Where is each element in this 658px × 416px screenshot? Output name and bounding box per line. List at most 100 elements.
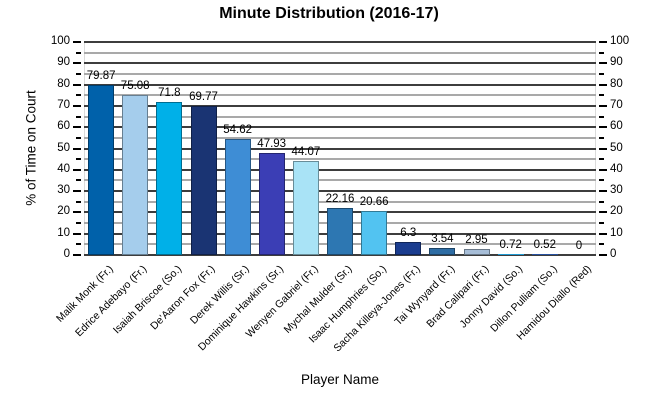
y-tick-right <box>599 222 604 225</box>
y-tick-label-right: 30 <box>610 184 623 197</box>
minor-gridline <box>84 51 596 54</box>
minor-gridline <box>84 136 596 139</box>
minor-gridline <box>84 94 596 97</box>
y-tick-right <box>599 200 604 203</box>
y-tick-left <box>73 126 81 129</box>
major-gridline <box>84 190 596 193</box>
major-gridline <box>84 147 596 150</box>
y-tick-right <box>599 41 607 43</box>
y-tick-right <box>599 62 607 65</box>
y-tick-left <box>73 232 81 235</box>
bar <box>190 106 217 255</box>
y-tick-label-left: 30 <box>57 184 70 197</box>
y-tick-left <box>76 115 81 118</box>
y-tick-left <box>76 158 81 161</box>
bar-value-label: 44.07 <box>291 146 321 159</box>
y-tick-right <box>599 254 607 256</box>
bar <box>497 253 524 255</box>
major-gridline <box>84 126 596 129</box>
y-tick-left <box>76 51 81 54</box>
bar-value-label: 0 <box>575 240 583 252</box>
y-tick-label-left: 0 <box>63 248 70 260</box>
y-tick-left <box>76 179 81 182</box>
major-gridline <box>84 62 596 65</box>
major-gridline <box>84 254 596 256</box>
y-tick-left <box>76 243 81 246</box>
y-tick-label-left: 50 <box>57 141 70 154</box>
y-tick-left <box>73 211 81 214</box>
major-gridline <box>84 104 596 107</box>
bar <box>292 161 319 255</box>
y-tick-right <box>599 94 604 97</box>
bar <box>258 152 285 255</box>
x-tick-label: Malik Monk (Fr.) <box>53 263 116 325</box>
minor-gridline <box>84 200 596 203</box>
y-tick-right <box>599 243 604 246</box>
bar-value-label: 69.77 <box>189 91 218 104</box>
y-tick-left <box>73 254 81 256</box>
bar <box>88 84 115 255</box>
y-tick-left <box>73 83 81 86</box>
y-tick-label-right: 100 <box>610 35 630 47</box>
minor-gridline <box>84 72 596 75</box>
bar <box>361 211 388 255</box>
y-tick-label-right: 10 <box>610 226 623 239</box>
y-tick-label-left: 10 <box>57 226 70 239</box>
bar-value-label: 75.08 <box>120 80 150 93</box>
y-tick-label-right: 60 <box>610 120 623 133</box>
y-tick-left <box>73 147 81 150</box>
minor-gridline <box>84 179 596 182</box>
y-tick-left <box>76 222 81 225</box>
major-gridline <box>84 168 596 171</box>
y-tick-left <box>76 136 81 139</box>
y-tick-right <box>599 190 607 193</box>
y-tick-label-left: 20 <box>57 205 70 218</box>
y-tick-left <box>73 190 81 193</box>
x-tick-label: Jonny David (So.) <box>457 263 526 331</box>
y-tick-label-left: 40 <box>57 162 70 175</box>
y-tick-label-left: 60 <box>57 120 70 133</box>
bar <box>429 247 456 255</box>
y-tick-left <box>73 104 81 107</box>
bar <box>122 95 149 255</box>
y-tick-right <box>599 211 607 214</box>
y-tick-right <box>599 136 604 139</box>
y-tick-label-right: 20 <box>610 205 623 218</box>
y-tick-label-left: 80 <box>57 77 70 90</box>
chart-title: Minute Distribution (2016-17) <box>219 5 439 22</box>
y-tick-label-left: 100 <box>50 35 70 47</box>
minor-gridline <box>84 115 596 118</box>
y-tick-left <box>73 62 81 65</box>
y-tick-right <box>599 104 607 107</box>
y-tick-right <box>599 147 607 150</box>
bar-value-label: 0.52 <box>533 238 556 251</box>
major-gridline <box>84 41 596 43</box>
y-tick-label-right: 70 <box>610 98 623 111</box>
y-tick-right <box>599 115 604 118</box>
bar-value-label: 47.93 <box>257 137 287 150</box>
bar-value-label: 79.87 <box>86 69 116 82</box>
y-tick-left <box>76 200 81 203</box>
bar-value-label: 0.72 <box>499 238 522 251</box>
bar-value-label: 20.66 <box>359 196 389 208</box>
bar-value-label: 54.62 <box>223 123 252 136</box>
y-tick-right <box>599 126 607 129</box>
y-tick-right <box>599 179 604 182</box>
y-tick-right <box>599 158 604 161</box>
x-tick-label: Tai Wynyard (Fr.) <box>391 263 457 328</box>
bar <box>395 241 422 255</box>
x-tick-label: Brad Calipari (Fr.) <box>423 263 491 331</box>
bar <box>531 253 558 255</box>
bar <box>463 248 490 255</box>
major-gridline <box>84 83 596 86</box>
y-tick-label-left: 90 <box>57 56 70 69</box>
bar-value-label: 22.16 <box>325 192 355 205</box>
y-tick-left <box>73 41 81 43</box>
bar-value-label: 71.8 <box>158 87 181 100</box>
x-axis-title: Player Name <box>300 372 380 387</box>
y-tick-label-left: 70 <box>57 98 70 111</box>
y-tick-left <box>76 72 81 75</box>
bar-value-label: 6.3 <box>400 226 417 239</box>
